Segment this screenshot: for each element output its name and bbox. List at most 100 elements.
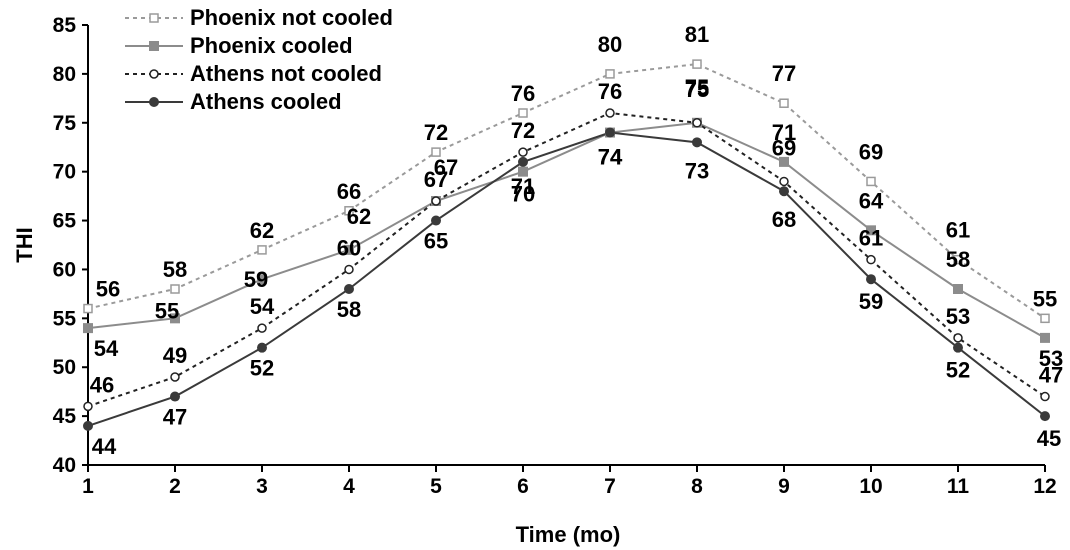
legend-label-3: Athens cooled [190,89,342,114]
data-label-s3-8: 68 [772,207,796,232]
legend-label-0: Phoenix not cooled [190,5,393,30]
series-line-1 [87,121,1046,339]
data-point-s1-1 [170,313,180,324]
data-label-s2-6: 76 [598,79,622,104]
data-point-s3-11 [1040,411,1050,422]
x-tick-label: 1 [82,475,94,498]
data-label-s2-11: 47 [1039,363,1063,388]
data-label-s3-10: 52 [946,358,970,383]
data-label-s1-8: 71 [772,120,796,145]
data-label-s2-4: 67 [424,167,448,192]
x-tick-label: 10 [859,475,882,498]
data-label-s2-8: 69 [772,135,796,160]
data-label-s3-9: 59 [859,289,883,314]
series-line-3 [87,131,1046,427]
data-point-s0-10 [953,254,963,265]
data-point-s3-5 [518,156,528,167]
data-point-s2-10 [953,333,963,343]
data-label-s0-1: 58 [163,257,187,282]
y-tick-label: 45 [53,405,77,428]
data-point-s2-6 [605,108,615,118]
data-label-s2-10: 53 [946,304,970,329]
data-point-s0-9 [866,176,876,187]
data-label-s0-11: 55 [1033,286,1057,311]
y-tick-label: 40 [53,454,76,477]
data-label-s2-7: 75 [685,77,709,102]
y-axis-title: THI [12,227,37,262]
data-label-s1-0: 54 [94,336,119,361]
data-label-s1-3: 62 [347,204,371,229]
data-label-s2-1: 49 [163,343,187,368]
legend-label-2: Athens not cooled [190,61,382,86]
data-label-s3-1: 47 [163,405,187,430]
data-point-s2-3 [344,264,354,275]
data-point-s2-9 [866,254,876,265]
y-tick-label: 55 [53,307,77,330]
data-point-s1-5 [518,166,528,177]
data-point-s0-3 [344,206,354,216]
legend-marker-3 [149,97,159,107]
data-label-s0-9: 69 [859,139,883,164]
data-point-s1-11 [1040,332,1050,343]
data-label-s3-2: 52 [250,356,274,381]
data-point-s1-8 [779,156,789,167]
series-line-0 [87,63,1046,320]
data-point-s3-8 [779,186,789,197]
data-label-s1-4: 67 [434,155,458,180]
x-tick-label: 8 [691,475,703,498]
x-tick-label: 11 [947,475,970,498]
data-label-s3-5: 71 [511,174,535,199]
data-point-s2-5 [518,147,528,157]
data-point-s1-0 [83,323,93,334]
data-point-s2-8 [779,176,789,187]
data-point-s3-3 [344,284,354,294]
data-label-s2-9: 61 [859,226,883,251]
y-tick-label: 85 [53,14,77,37]
y-tick-label: 50 [53,356,76,379]
data-label-s1-6: 74 [598,145,623,170]
x-tick-label: 4 [343,475,355,498]
data-point-s3-10 [953,342,963,353]
data-point-s0-8 [779,98,789,108]
data-label-s3-7: 73 [685,158,709,183]
y-tick-label: 70 [53,161,76,184]
data-point-s2-0 [83,401,93,412]
y-tick-label: 80 [53,63,76,86]
data-label-s0-2: 62 [250,218,274,243]
data-point-s3-0 [83,420,93,431]
data-label-s1-9: 64 [859,188,884,213]
data-point-s3-1 [170,391,180,402]
data-point-s1-10 [953,284,963,294]
data-label-s0-6: 80 [598,32,622,57]
data-point-s2-1 [170,372,180,382]
data-point-s2-11 [1040,391,1050,402]
x-tick-label: 6 [517,475,529,498]
data-label-s0-5: 76 [511,81,535,106]
data-point-s1-9 [866,225,876,236]
data-label-s1-10: 58 [946,247,970,272]
x-tick-label: 9 [778,475,790,498]
data-point-s3-2 [257,342,267,353]
data-label-s1-7: 75 [685,75,709,100]
x-tick-label: 2 [169,475,181,498]
data-label-s3-6: 74 [598,145,623,170]
y-tick-label: 60 [53,258,76,281]
data-label-s0-7: 81 [685,22,709,47]
data-point-s0-1 [170,284,180,294]
data-point-s0-6 [605,69,615,79]
series-lines [87,63,1046,427]
data-label-s3-11: 45 [1037,426,1061,451]
x-axis-title: Time (mo) [516,522,621,547]
y-tick-label: 75 [53,112,77,135]
legend-marker-2 [149,69,159,79]
data-point-s2-4 [431,196,441,206]
data-label-s0-0: 56 [96,277,120,302]
data-point-s3-4 [431,215,441,226]
data-label-s1-2: 59 [244,267,268,292]
data-point-s3-9 [866,274,876,285]
data-point-s3-7 [692,137,702,148]
data-label-s2-3: 60 [337,235,361,260]
data-point-s0-11 [1040,313,1050,324]
x-tick-label: 12 [1033,475,1056,498]
